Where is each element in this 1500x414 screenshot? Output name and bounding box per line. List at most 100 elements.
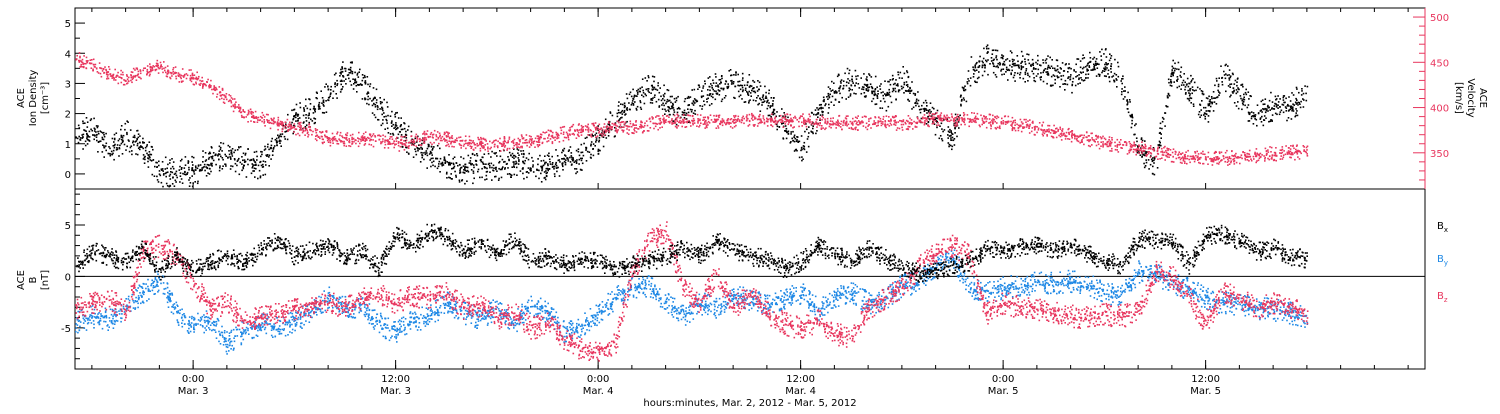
density-series-point	[147, 161, 149, 163]
velocity-series-point	[586, 126, 588, 128]
velocity-series-point	[316, 140, 318, 142]
density-series-point	[606, 137, 608, 139]
density-series-point	[728, 70, 730, 72]
density-series-point	[663, 94, 665, 96]
velocity-series-point	[561, 130, 563, 132]
density-series-point	[120, 129, 122, 131]
density-series-point	[1266, 110, 1268, 112]
density-series-point	[691, 109, 693, 111]
density-series-point	[1288, 96, 1290, 98]
density-series-point	[256, 151, 258, 153]
density-series-point	[561, 152, 563, 154]
density-series-point	[636, 90, 638, 92]
density-series-point	[688, 121, 690, 123]
velocity-series-point	[683, 114, 685, 116]
density-series-point	[174, 173, 176, 175]
velocity-series-point	[582, 129, 584, 131]
density-series-point	[531, 157, 533, 159]
velocity-series-point	[537, 146, 539, 148]
density-series-point	[1007, 79, 1009, 81]
density-series-point	[709, 90, 711, 92]
density-series-point	[593, 155, 595, 157]
density-series-point	[1191, 80, 1193, 82]
velocity-series-point	[472, 142, 474, 144]
density-series-point	[963, 99, 965, 101]
density-series-point	[960, 104, 962, 106]
density-series-point	[891, 102, 893, 104]
density-series-point	[886, 110, 888, 112]
density-series-point	[98, 141, 100, 143]
density-series-point	[268, 149, 270, 151]
density-series-point	[845, 98, 847, 100]
density-series-point	[1089, 52, 1091, 54]
velocity-series-point	[649, 118, 651, 120]
density-series-point	[307, 108, 309, 110]
density-series-point	[1145, 165, 1147, 167]
density-series-point	[562, 162, 564, 164]
density-series-point	[309, 99, 311, 101]
density-series-point	[987, 59, 989, 61]
velocity-series-point	[697, 118, 699, 120]
density-series-point	[152, 149, 154, 151]
density-series-point	[220, 142, 222, 144]
velocity-series-point	[398, 141, 400, 143]
density-series-point	[1148, 168, 1150, 170]
velocity-series-point	[389, 138, 391, 140]
velocity-series-point	[655, 116, 657, 118]
velocity-series-point	[226, 99, 228, 101]
density-series-point	[134, 137, 136, 139]
b-tick-label: -5	[61, 324, 71, 335]
velocity-series-point	[368, 138, 370, 140]
density-series-point	[337, 83, 339, 85]
density-series-point	[192, 164, 194, 166]
velocity-series-point	[348, 145, 350, 147]
velocity-series-point	[430, 142, 432, 144]
velocity-series-point	[439, 136, 441, 138]
velocity-series-point	[692, 122, 694, 124]
density-series-point	[1181, 67, 1183, 69]
density-series-point	[1109, 76, 1111, 78]
density-series-point	[533, 171, 535, 173]
density-series-point	[581, 169, 583, 171]
density-series-point	[523, 156, 525, 158]
density-series-point	[80, 137, 82, 139]
velocity-series-point	[331, 138, 333, 140]
density-series-point	[849, 80, 851, 82]
velocity-series-point	[241, 116, 243, 118]
density-series-point	[590, 157, 592, 159]
density-series-point	[535, 176, 537, 178]
velocity-series-point	[194, 74, 196, 76]
density-series-point	[1291, 92, 1293, 94]
density-series-point	[909, 100, 911, 102]
density-series-point	[267, 144, 269, 146]
velocity-series-point	[332, 133, 334, 135]
x-axis-label: hours:minutes, Mar. 2, 2012 - Mar. 5, 20…	[643, 398, 856, 409]
velocity-series-point	[585, 125, 587, 127]
density-series-point	[1094, 69, 1096, 71]
velocity-series-point	[175, 72, 177, 74]
x-tick-label-date: Mar. 5	[1190, 386, 1221, 397]
velocity-series-point	[133, 68, 135, 70]
density-series-point	[618, 101, 620, 103]
density-series-point	[590, 144, 592, 146]
density-series-point	[659, 92, 661, 94]
density-series-point	[402, 146, 404, 148]
density-series-point	[1045, 68, 1047, 70]
density-series-point	[209, 173, 211, 175]
density-series-point	[694, 89, 696, 91]
density-series-point	[265, 148, 267, 150]
velocity-series-point	[659, 127, 661, 129]
density-series-point	[406, 137, 408, 139]
density-series-point	[465, 166, 467, 168]
velocity-series-point	[372, 135, 374, 137]
density-series-point	[169, 175, 171, 177]
density-series-point	[184, 167, 186, 169]
velocity-series-point	[79, 61, 81, 63]
velocity-series-point	[408, 145, 410, 147]
density-series-point	[1297, 104, 1299, 106]
density-series-point	[1060, 75, 1062, 77]
density-series-point	[1077, 75, 1079, 77]
density-series-point	[119, 148, 121, 150]
density-series-point	[1128, 112, 1130, 114]
density-series-point	[639, 88, 641, 90]
